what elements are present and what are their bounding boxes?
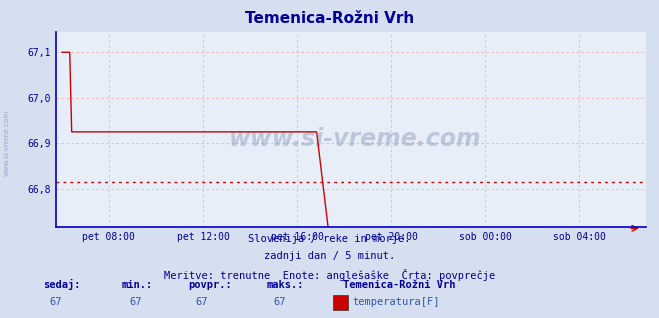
Text: 67: 67 (195, 297, 208, 307)
Text: Temenica-Rožni Vrh: Temenica-Rožni Vrh (343, 280, 455, 290)
Text: www.si-vreme.com: www.si-vreme.com (3, 110, 10, 176)
Text: Temenica-Rožni Vrh: Temenica-Rožni Vrh (245, 11, 414, 26)
Text: 67: 67 (129, 297, 142, 307)
Text: 67: 67 (49, 297, 62, 307)
Text: min.:: min.: (122, 280, 153, 290)
Text: zadnji dan / 5 minut.: zadnji dan / 5 minut. (264, 251, 395, 261)
Text: povpr.:: povpr.: (188, 280, 231, 290)
Text: 67: 67 (273, 297, 286, 307)
Text: Meritve: trenutne  Enote: anglešaške  Črta: povprečje: Meritve: trenutne Enote: anglešaške Črta… (164, 269, 495, 281)
Text: temperatura[F]: temperatura[F] (353, 297, 440, 307)
Text: maks.:: maks.: (267, 280, 304, 290)
Text: www.si-vreme.com: www.si-vreme.com (229, 127, 482, 151)
Text: sedaj:: sedaj: (43, 279, 80, 290)
Text: Slovenija / reke in morje.: Slovenija / reke in morje. (248, 234, 411, 244)
